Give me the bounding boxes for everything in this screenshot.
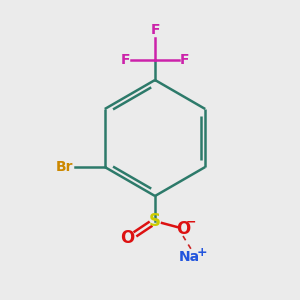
Text: S: S [149,212,161,230]
Text: Br: Br [55,160,73,174]
Text: F: F [150,23,160,37]
Text: F: F [121,53,130,67]
Text: O: O [176,220,190,238]
Text: Na: Na [178,250,200,264]
Text: −: − [186,215,196,229]
Text: O: O [120,229,134,247]
Text: +: + [197,245,207,259]
Text: F: F [180,53,190,67]
